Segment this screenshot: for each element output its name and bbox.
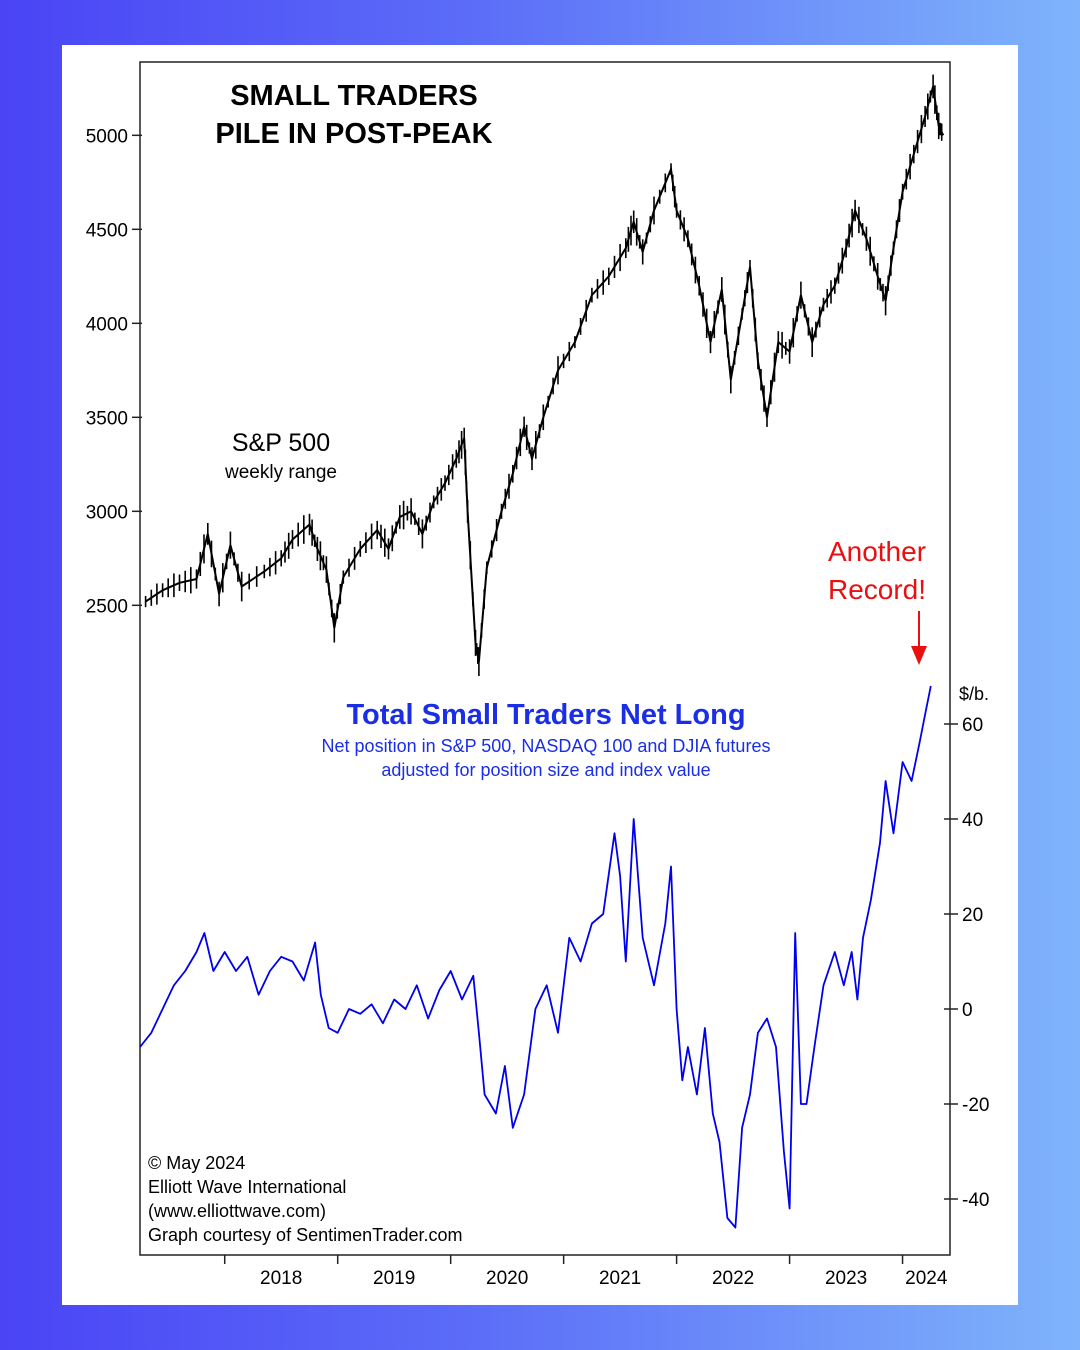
x-tick-label: 2019 <box>373 1268 415 1289</box>
credit-date: © May 2024 <box>148 1153 245 1173</box>
netlong-subtitle-line2: adjusted for position size and index val… <box>381 760 710 780</box>
netlong-unit-label: $/b. <box>959 684 989 704</box>
x-tick-label: 2020 <box>486 1268 528 1289</box>
sp500-y-tick-label: 2500 <box>86 596 128 617</box>
netlong-y-axis: -40 -20 0 20 40 60 <box>944 715 989 1211</box>
netlong-y-tick-label: -40 <box>962 1190 989 1211</box>
sp500-y-tick-label: 3000 <box>86 502 128 523</box>
netlong-y-tick-label: 0 <box>962 1000 973 1021</box>
credit-source: Graph courtesy of SentimenTrader.com <box>148 1225 462 1245</box>
x-tick-label: 2024 <box>905 1268 948 1289</box>
netlong-y-tick-label: -20 <box>962 1095 989 1116</box>
credit-company: Elliott Wave International <box>148 1177 346 1197</box>
sp500-label: S&P 500 <box>232 429 330 457</box>
x-tick-label: 2022 <box>712 1268 754 1289</box>
chart-card: 2500 3000 3500 4000 4500 5000 -40 -20 0 20 40 60 2… <box>62 45 1018 1305</box>
plot-frame <box>139 61 951 1256</box>
chart-svg: 2500 3000 3500 4000 4500 5000 -40 -20 0 20 40 60 2… <box>86 61 989 1289</box>
chart-title-line2: PILE IN POST-PEAK <box>215 118 492 150</box>
sp500-y-tick-label: 3500 <box>86 408 128 429</box>
netlong-line <box>139 685 932 1229</box>
annotation-line2: Record! <box>828 574 926 605</box>
netlong-subtitle-line1: Net position in S&P 500, NASDAQ 100 and … <box>322 736 771 756</box>
netlong-y-tick-label: 40 <box>962 810 983 831</box>
annotation-arrow-head <box>911 646 927 665</box>
sp500-series <box>144 74 945 676</box>
sp500-y-tick-label: 4500 <box>86 220 128 241</box>
sp500-y-tick-label: 4000 <box>86 314 128 335</box>
annotation-arrow <box>911 611 927 665</box>
annotation-line1: Another <box>828 536 926 567</box>
netlong-series <box>139 685 932 1229</box>
x-axis: 2018 2019 2020 2021 2022 2023 2024 <box>223 1255 948 1289</box>
x-tick-label: 2023 <box>825 1268 867 1289</box>
chart-title-line1: SMALL TRADERS <box>230 80 478 112</box>
netlong-y-tick-label: 20 <box>962 905 983 926</box>
netlong-title: Total Small Traders Net Long <box>346 699 745 731</box>
sp500-sublabel: weekly range <box>224 462 337 483</box>
sp500-y-axis: 2500 3000 3500 4000 4500 5000 <box>86 126 142 617</box>
credit-website: (www.elliottwave.com) <box>148 1201 326 1221</box>
sp500-y-tick-label: 5000 <box>86 126 128 147</box>
x-tick-label: 2018 <box>260 1268 302 1289</box>
x-tick-label: 2021 <box>599 1268 641 1289</box>
sp500-line <box>145 86 945 662</box>
netlong-y-tick-label: 60 <box>962 715 983 736</box>
